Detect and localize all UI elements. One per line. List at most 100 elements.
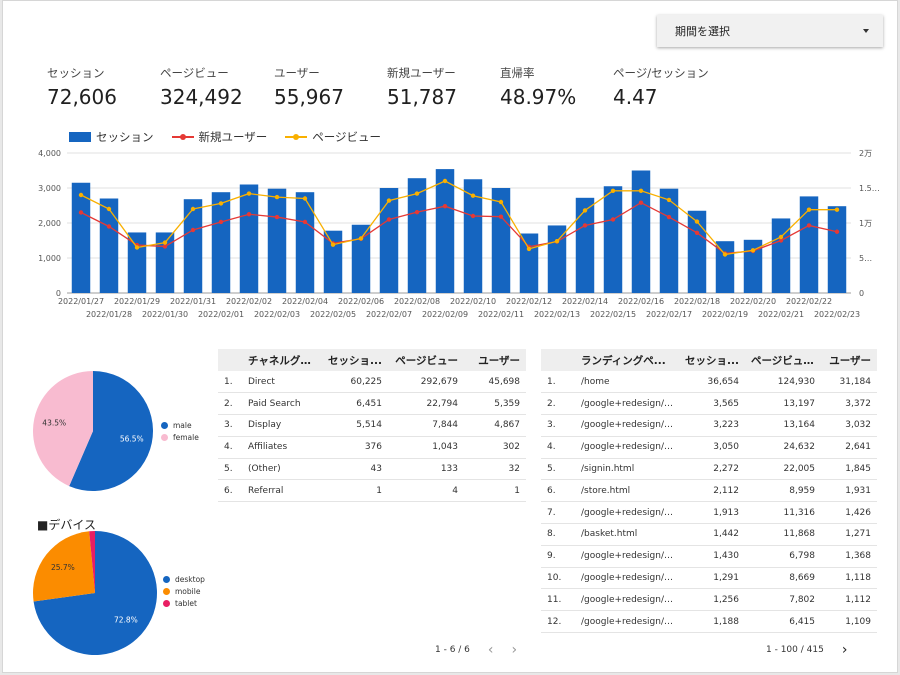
table-row[interactable]: 4. Affiliates 376 1,043 302 [218,436,526,459]
pageviews-point[interactable] [302,196,308,201]
pageviews-point[interactable] [470,193,476,198]
table-row[interactable]: 11./google+redesign/life... 1,256 7,802 1,1… [541,588,877,612]
session-bar[interactable] [743,239,763,293]
session-bar[interactable] [155,232,175,293]
session-bar[interactable] [463,179,483,293]
table-row[interactable]: 3. Display 5,514 7,844 4,867 [218,414,526,437]
pageviews-point[interactable] [162,240,168,245]
session-bar[interactable] [379,188,399,293]
column-header[interactable]: ランディングペ... [575,349,679,371]
pageviews-point[interactable] [638,188,644,193]
new-users-point[interactable] [190,227,196,233]
session-bar[interactable] [323,230,343,293]
session-bar[interactable] [211,192,231,293]
pageviews-point[interactable] [442,178,448,184]
column-header[interactable]: ユーザー [821,349,877,371]
session-bar[interactable] [799,196,819,293]
table-row[interactable]: 5. (Other) 43 133 32 [218,458,526,481]
session-bar[interactable] [295,192,315,293]
pageviews-point[interactable] [498,199,504,205]
session-bar[interactable] [687,210,707,293]
pageviews-point[interactable] [778,234,784,240]
pageviews-point[interactable] [358,236,364,241]
session-bar[interactable] [127,232,147,293]
session-bar[interactable] [491,188,511,293]
pie-legend-item[interactable]: mobile [163,585,205,597]
pageviews-point[interactable] [526,246,532,252]
session-bar[interactable] [827,206,847,293]
table-row[interactable]: 3./google+redesign/sh... 3,223 13,164 3,032 [541,414,877,437]
table-row[interactable]: 6. Referral 1 4 1 [218,479,526,503]
pie-legend-item[interactable]: desktop [163,573,205,585]
pie-legend-item[interactable]: female [161,431,199,443]
pie-slice-female[interactable] [32,371,93,487]
column-header[interactable]: ユーザー [464,349,526,371]
table-row[interactable]: 5./signin.html 2,272 22,005 1,845 [541,458,877,481]
pageviews-point[interactable] [414,191,420,196]
pageviews-point[interactable] [582,208,588,213]
date-range-dropdown[interactable]: 期間を選択 [657,15,883,47]
legend-item-sessions[interactable]: セッション [69,129,154,145]
session-bar[interactable] [183,199,203,293]
table-row[interactable]: 10./google+redesign/sh... 1,291 8,669 1,118 [541,567,877,590]
new-users-point[interactable] [106,224,112,229]
pageviews-point[interactable] [610,188,616,193]
table-row[interactable]: 8./basket.html 1,442 11,868 1,271 [541,523,877,546]
session-bar[interactable] [435,169,455,293]
new-users-point[interactable] [778,238,784,243]
session-bar[interactable] [267,188,287,293]
table-row[interactable]: 6./store.html 2,112 8,959 1,931 [541,479,877,503]
new-users-point[interactable] [386,217,392,222]
session-bar[interactable] [71,182,91,293]
pageviews-point[interactable] [78,192,84,198]
landing-table-viewport[interactable]: ランディングペ... セッショ... ページビュ... ユーザー 1./home 36,… [541,349,877,637]
session-bar[interactable] [547,225,567,293]
column-header[interactable]: ページビュ... [745,349,821,371]
pageviews-point[interactable] [190,206,196,212]
new-users-point[interactable] [582,223,588,228]
table-row[interactable]: 12./google+redesign/life... 1,188 6,415 1,1… [541,610,877,634]
pie-slice-desktop[interactable] [33,531,157,655]
session-bar[interactable] [519,233,539,294]
new-users-point[interactable] [694,230,700,235]
new-users-point[interactable] [442,204,448,209]
pie-slice-mobile[interactable] [33,531,95,602]
table-row[interactable]: 7./google+redesign/new 1,913 11,316 1,426 [541,501,877,525]
new-users-point[interactable] [610,217,616,222]
session-bar[interactable] [771,218,791,293]
new-users-point[interactable] [834,229,840,234]
pageviews-point[interactable] [274,194,280,200]
new-users-point[interactable] [218,219,224,225]
session-bar[interactable] [575,197,595,293]
column-header[interactable]: ページビュー [388,349,464,371]
table-row[interactable]: 4./google+redesign/ap... 3,050 24,632 2,641 [541,436,877,459]
session-bar[interactable] [239,184,259,294]
pageviews-point[interactable] [666,197,672,203]
column-header[interactable]: セッショ... [318,349,388,371]
legend-item-pageviews[interactable]: ページビュー [285,129,381,145]
pie-slice-tablet[interactable] [89,531,95,593]
new-users-point[interactable] [806,223,812,228]
session-bar[interactable] [351,224,371,293]
pageviews-point[interactable] [834,207,840,212]
new-users-point[interactable] [302,219,308,225]
pageviews-point[interactable] [106,206,112,212]
table-row[interactable]: 1. Direct 60,225 292,679 45,698 [218,371,526,394]
pageviews-point[interactable] [134,245,140,250]
new-users-point[interactable] [414,209,420,215]
new-users-point[interactable] [638,200,644,205]
pie-slice-male[interactable] [69,371,153,491]
session-bar[interactable] [603,186,623,293]
pageviews-point[interactable] [330,242,336,247]
table-row[interactable]: 1./home 36,654 124,930 31,184 [541,371,877,394]
table-row[interactable]: 2./google+redesign/ap... 3,565 13,197 3,372 [541,392,877,416]
pageviews-point[interactable] [218,201,224,206]
new-users-point[interactable] [274,214,280,220]
next-page-icon[interactable]: › [511,642,518,658]
new-users-point[interactable] [78,210,84,215]
new-users-point[interactable] [246,212,252,217]
pageviews-point[interactable] [694,219,700,224]
prev-page-icon[interactable]: ‹ [487,642,494,658]
pageviews-point[interactable] [806,207,812,212]
new-users-point[interactable] [470,213,476,219]
